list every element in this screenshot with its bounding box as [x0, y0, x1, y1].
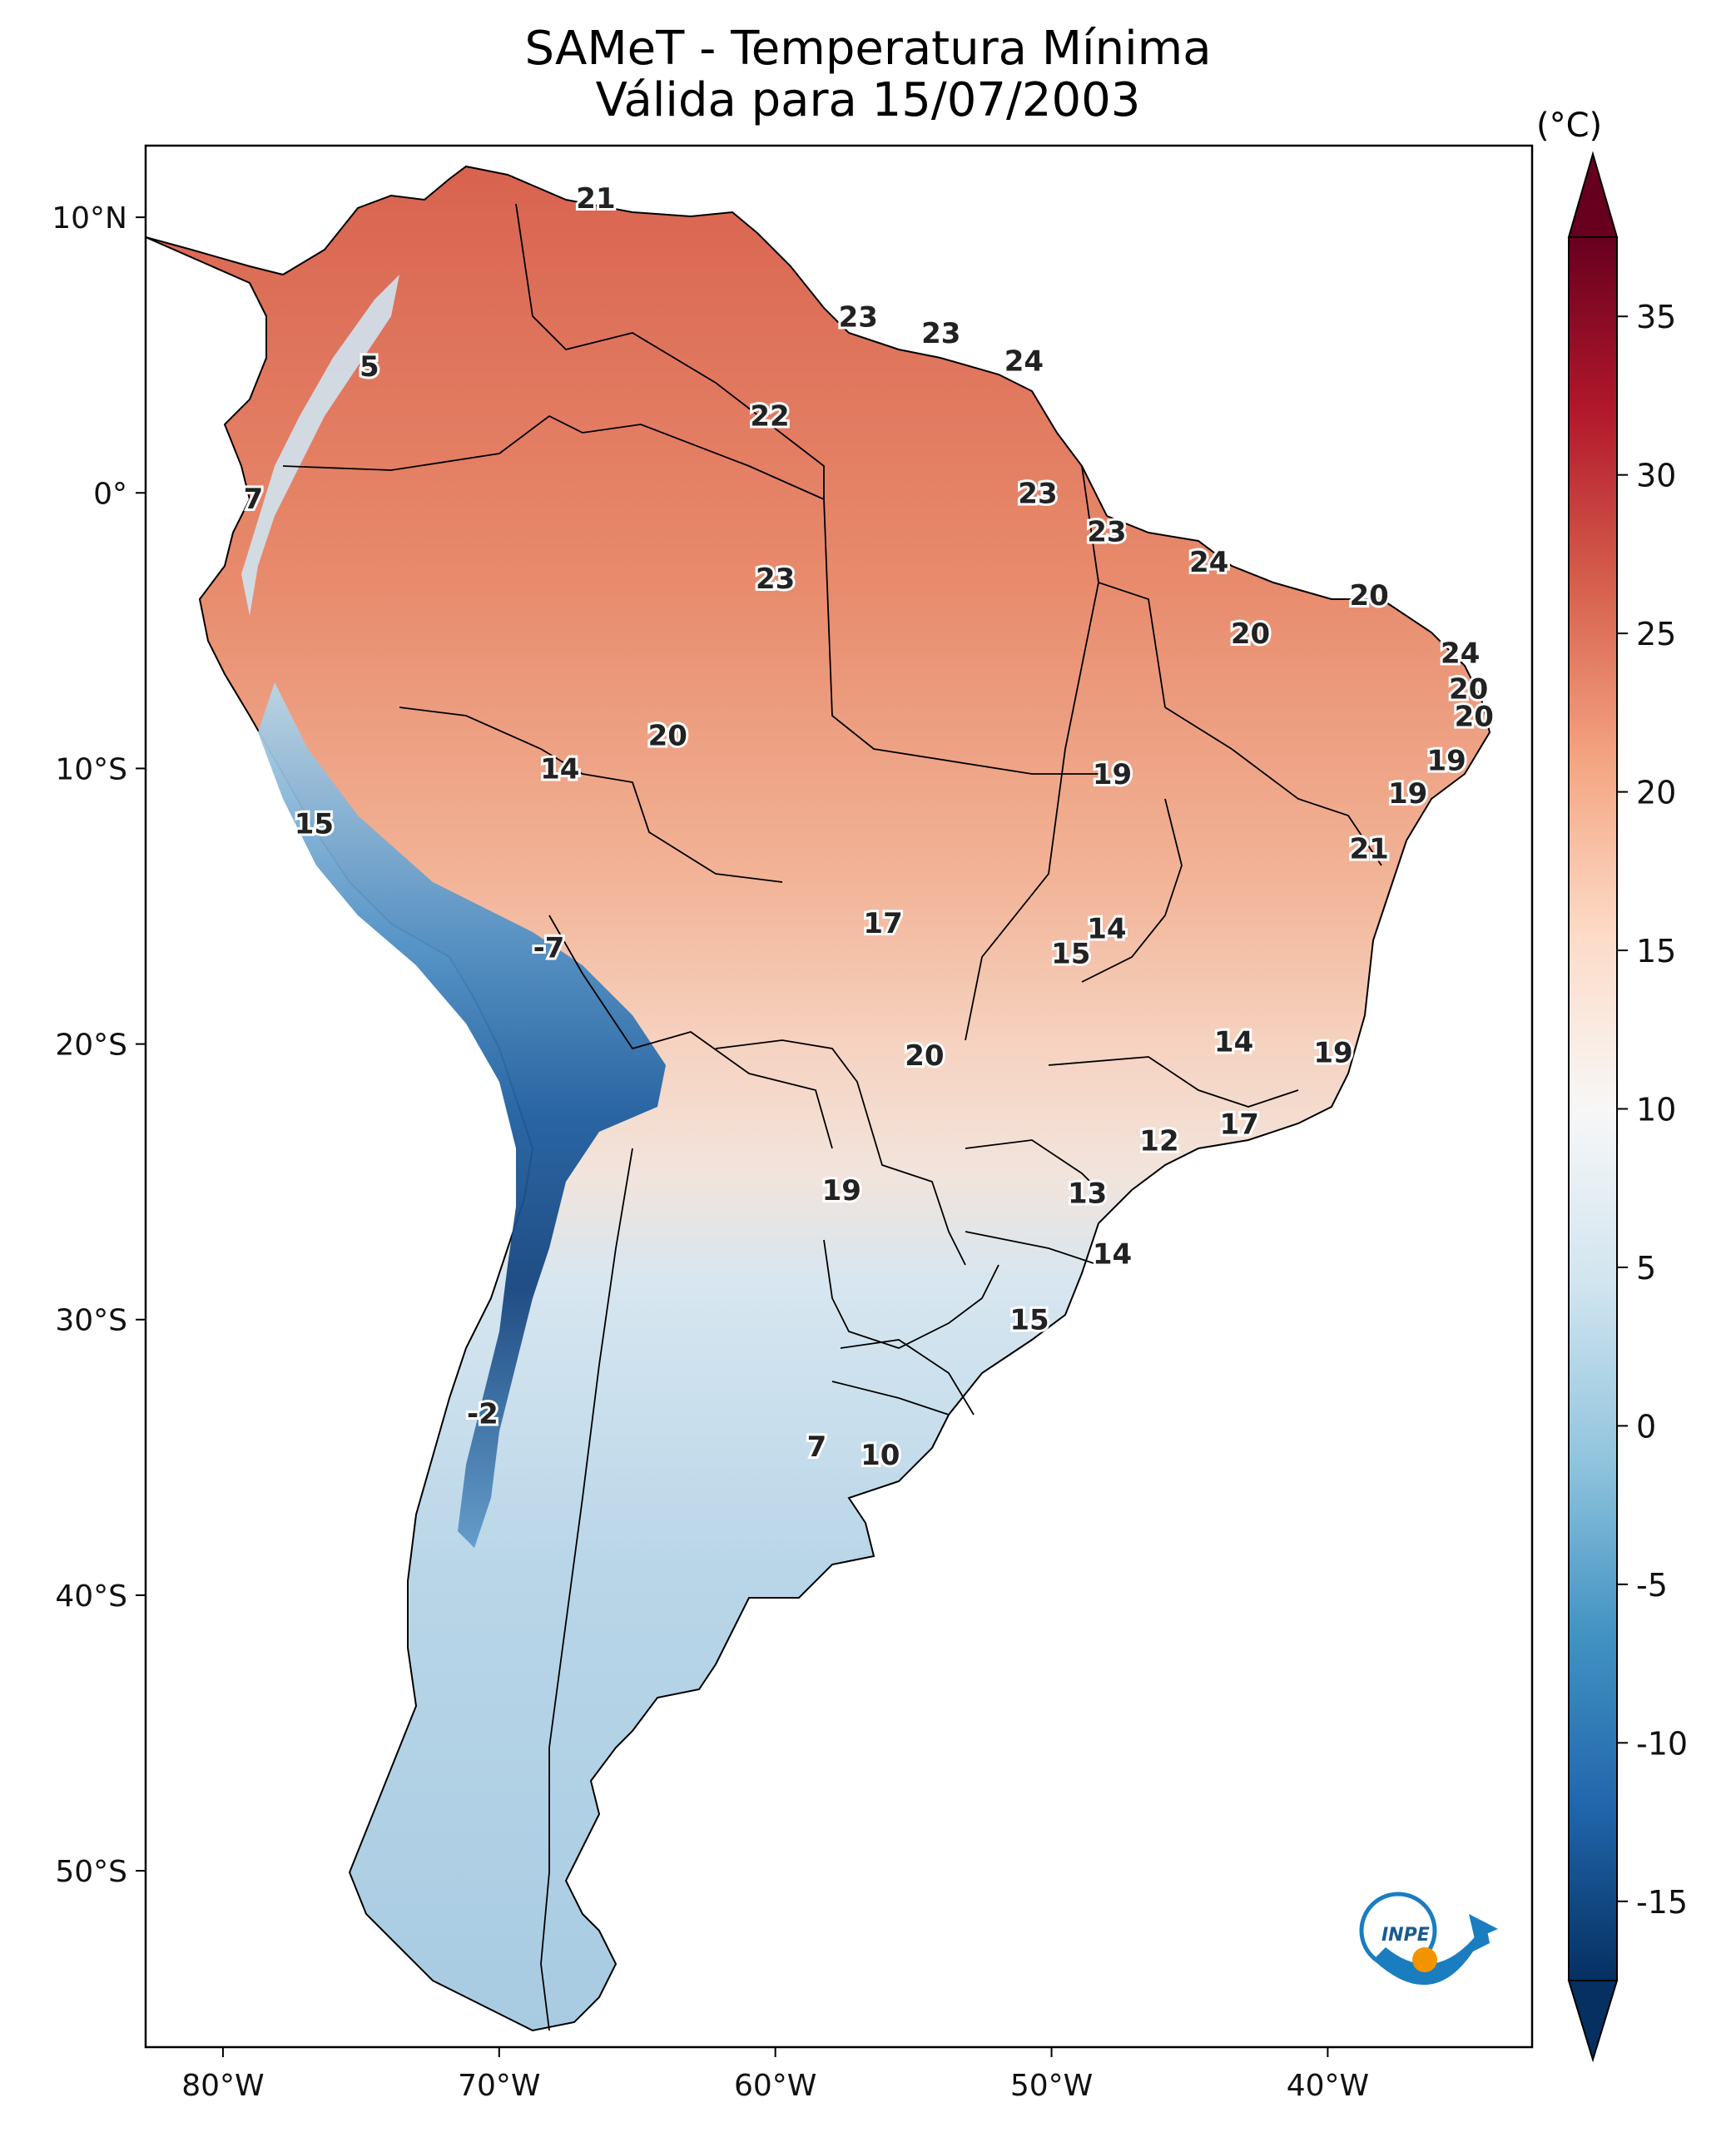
country-borders [282, 203, 1382, 2031]
colorbar-tick-label: 15 [1636, 933, 1676, 969]
temperature-label: 15 [1009, 1304, 1049, 1337]
colorbar-tick-label: 5 [1636, 1250, 1656, 1287]
temperature-label: 15 [295, 808, 334, 841]
temperature-label: 20 [648, 720, 687, 753]
logo-dot [1412, 1947, 1437, 1972]
temperature-label: 24 [1004, 345, 1044, 378]
colorbar-tick-label: 20 [1636, 775, 1676, 811]
colorbar-gradient [1568, 236, 1618, 1981]
temperature-label: 24 [1189, 546, 1228, 579]
colorbar-tick-label: 0 [1636, 1408, 1656, 1445]
title-line-2: Válida para 15/07/2003 [595, 73, 1141, 127]
map-area [146, 146, 1532, 2047]
temperature-label: 19 [1426, 744, 1466, 777]
temperature-label: 20 [1350, 579, 1389, 612]
lat-tick-label: 40°S [55, 1579, 127, 1614]
colorbar-tick-label: 35 [1636, 299, 1676, 335]
temperature-label: 20 [905, 1039, 944, 1073]
temperature-label: 5 [360, 350, 379, 384]
temperature-label: 14 [540, 752, 579, 786]
colorbar-tick-label: -5 [1636, 1567, 1668, 1604]
temperature-label: 20 [1455, 701, 1494, 734]
colorbar-ticks: 35 30 25 20 15 10 5 0 -5 -10 -15 [1617, 299, 1688, 1921]
logo-arrow-icon [1469, 1914, 1498, 1939]
lon-tick-label: 80°W [181, 2069, 264, 2103]
temperature-label: 17 [1220, 1108, 1259, 1142]
colorbar-extend-bottom [1567, 1980, 1619, 2063]
colorbar: 35 30 25 20 15 10 5 0 -5 -10 -15 [1567, 151, 1688, 2063]
lon-tick-label: 60°W [734, 2069, 816, 2103]
temperature-label: 19 [1388, 777, 1427, 811]
colorbar-tick-label: 10 [1636, 1092, 1676, 1128]
lon-tick-label: 40°W [1287, 2069, 1369, 2103]
lon-tick-label: 50°W [1010, 2069, 1093, 2103]
temperature-label: 23 [839, 300, 878, 334]
lat-tick-label: 0° [93, 477, 127, 511]
temperature-label: 14 [1214, 1025, 1253, 1059]
map-title: SAMeT - Temperatura Mínima Válida para 1… [0, 23, 1736, 126]
temperature-label: 24 [1441, 637, 1480, 670]
map-frame [144, 144, 1534, 2049]
temperature-label: 19 [1093, 758, 1132, 791]
colorbar-unit: (°C) [1536, 107, 1603, 145]
temperature-label: 7 [244, 483, 264, 516]
longitude-axis: 80°W 70°W 60°W 50°W 40°W [181, 2047, 1369, 2103]
colorbar-tick-label: -10 [1636, 1725, 1688, 1762]
temperature-label: 23 [1018, 477, 1057, 510]
lat-tick-label: 20°S [55, 1029, 127, 1063]
temperature-label: 14 [1087, 912, 1126, 945]
lat-tick-label: 10°S [55, 752, 127, 786]
logo-swoosh [1373, 1922, 1490, 1986]
latitude-axis: 10°N 0° 10°S 20°S 30°S 40°S 50°S [52, 201, 146, 1889]
andes-north-cold-band [241, 275, 399, 616]
temperature-label: -2 [467, 1397, 498, 1431]
temperature-label: 23 [756, 563, 795, 596]
temperature-label: 19 [822, 1174, 861, 1207]
temperature-label: 22 [750, 400, 789, 434]
colorbar-tick-label: 25 [1636, 616, 1676, 652]
temperature-label: 15 [1051, 937, 1090, 970]
temperature-label: 17 [863, 907, 902, 940]
temperature-label: 19 [1313, 1037, 1352, 1070]
temperature-label: 14 [1093, 1237, 1132, 1271]
temperature-label: 21 [576, 182, 615, 216]
temperature-label: 12 [1139, 1124, 1178, 1158]
temperature-label: 23 [1087, 516, 1126, 549]
lat-tick-label: 30°S [55, 1304, 127, 1338]
temperature-label: 13 [1068, 1177, 1107, 1210]
logo-text: INPE [1381, 1925, 1430, 1946]
lat-tick-label: 10°N [52, 201, 127, 236]
colorbar-tick-label: -15 [1636, 1884, 1688, 1921]
title-line-1: SAMeT - Temperatura Mínima [524, 22, 1212, 76]
temperature-label: 20 [1231, 617, 1270, 651]
temperature-label: 21 [1350, 832, 1389, 865]
colorbar-extend-top [1567, 151, 1619, 238]
inpe-logo: INPE [1359, 1892, 1498, 1986]
temperature-label: 20 [1449, 672, 1488, 706]
temperature-label: 23 [921, 317, 960, 350]
temperature-label: 10 [861, 1439, 900, 1472]
colorbar-tick-label: 30 [1636, 458, 1676, 494]
andes-cold-band [258, 682, 666, 1548]
temperature-label: -7 [533, 932, 565, 965]
lat-tick-label: 50°S [55, 1855, 127, 1889]
lon-tick-label: 70°W [458, 2069, 540, 2103]
temperature-label: 7 [807, 1431, 827, 1464]
